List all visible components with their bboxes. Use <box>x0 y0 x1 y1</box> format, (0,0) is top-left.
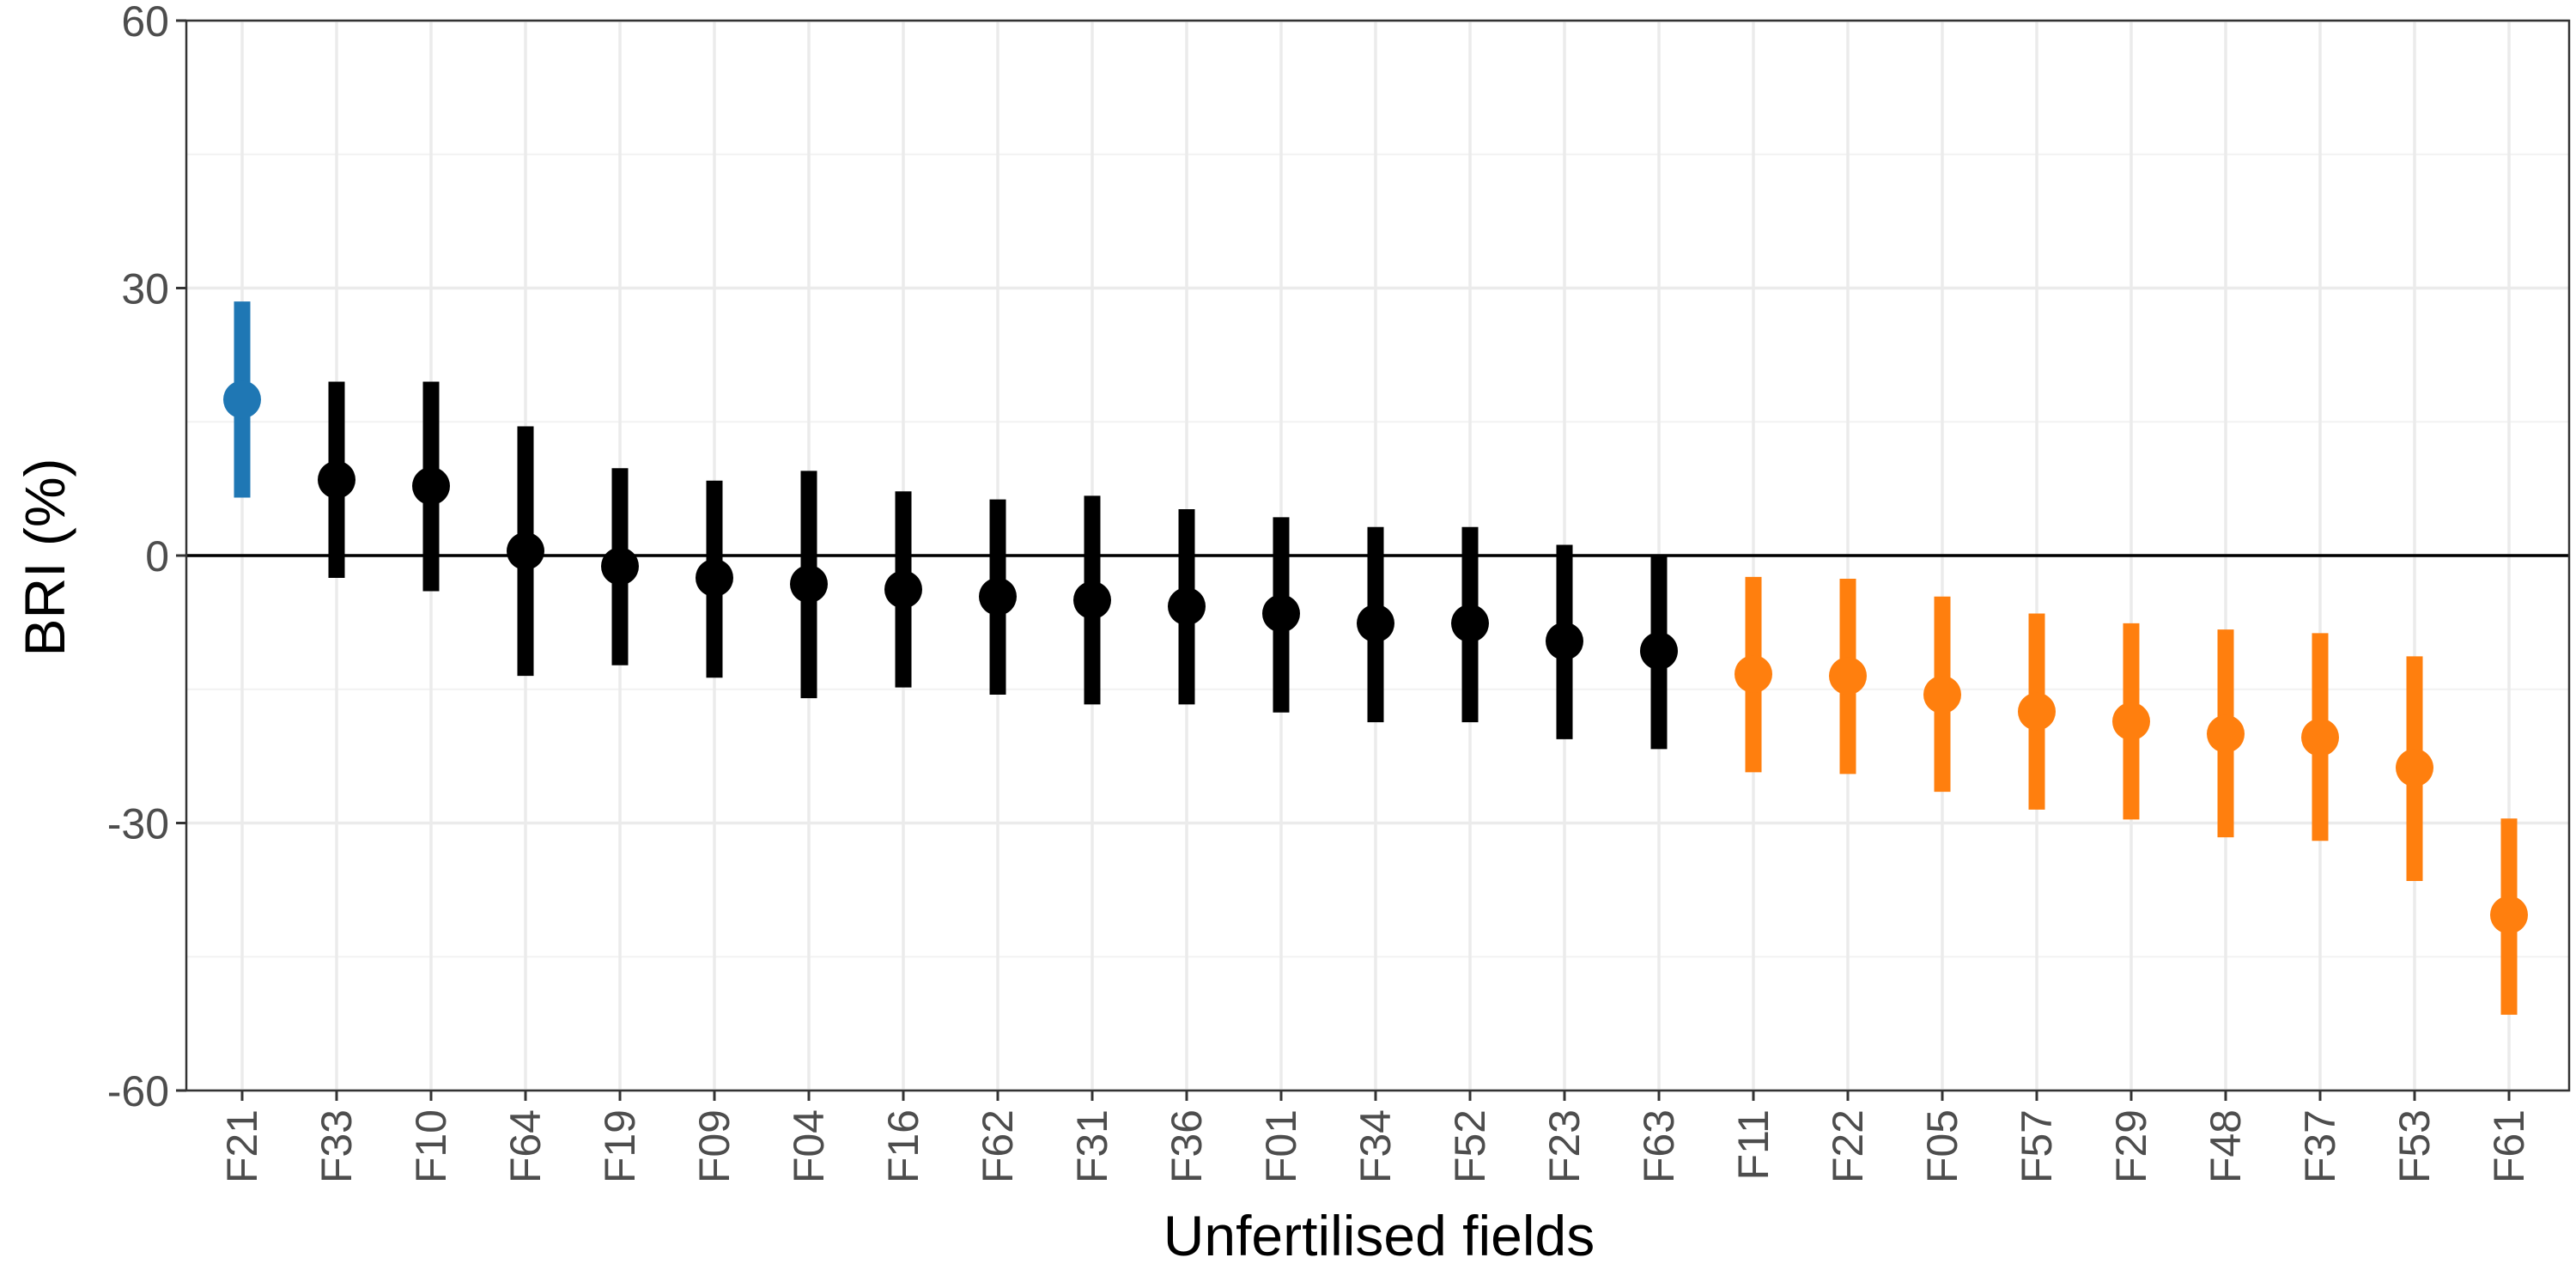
data-point <box>412 467 450 506</box>
plot-panel <box>185 19 2571 1092</box>
data-point-group-f29 <box>2112 623 2150 820</box>
data-point-group-f36 <box>1168 509 1206 705</box>
data-point <box>2207 714 2245 753</box>
x-tick-label: F16 <box>879 1109 927 1183</box>
x-axis: F21 F33 F10 F64 F19 F09 F04 F16 F62 F31 F36 F01 F34 F… <box>218 1091 2533 1183</box>
x-tick-label: F52 <box>1446 1109 1494 1183</box>
data-point-group-f52 <box>1451 526 1489 723</box>
data-point <box>1357 604 1394 642</box>
x-tick-label: F53 <box>2391 1109 2439 1183</box>
data-point-group-f23 <box>1546 544 1583 739</box>
data-point-group-f37 <box>2301 633 2339 841</box>
x-tick-label: F31 <box>1068 1109 1116 1183</box>
data-point-group-f33 <box>318 381 355 578</box>
data-point-group-f31 <box>1073 495 1111 705</box>
data-point <box>696 558 733 597</box>
data-point-group-f05 <box>1923 596 1961 793</box>
x-tick-label: F29 <box>2107 1109 2155 1183</box>
data-point-group-f01 <box>1262 517 1300 713</box>
data-point-group-f21 <box>223 301 261 498</box>
x-tick-label: F04 <box>785 1109 833 1183</box>
data-series <box>223 301 2528 1015</box>
data-point-group-f63 <box>1640 554 1678 750</box>
data-point <box>1829 657 1867 696</box>
x-tick-label: F36 <box>1163 1109 1211 1183</box>
data-point <box>1451 604 1489 642</box>
x-tick-label: F05 <box>1918 1109 1966 1183</box>
x-tick-label: F37 <box>2296 1109 2344 1183</box>
data-point <box>223 380 261 419</box>
data-point <box>1640 632 1678 671</box>
y-tick-label: -30 <box>107 800 169 848</box>
data-point <box>884 570 922 609</box>
data-point <box>2490 896 2528 934</box>
data-point <box>1073 580 1111 619</box>
data-point <box>2112 702 2150 741</box>
data-point-group-f57 <box>2018 613 2056 810</box>
x-tick-label: F22 <box>1824 1109 1872 1183</box>
data-point <box>318 460 355 499</box>
data-point <box>1735 655 1772 694</box>
x-tick-label: F11 <box>1729 1109 1777 1180</box>
data-point-group-f19 <box>601 468 639 665</box>
data-point-group-f48 <box>2207 629 2245 838</box>
x-tick-label: F19 <box>596 1109 644 1183</box>
data-point <box>1168 587 1206 626</box>
data-point <box>1262 594 1300 633</box>
y-tick-label: 60 <box>121 0 169 46</box>
data-point-group-f62 <box>979 499 1017 695</box>
data-point-group-f34 <box>1357 526 1394 723</box>
data-point-group-f53 <box>2396 656 2433 881</box>
data-point-group-f11 <box>1735 576 1772 773</box>
x-tick-label: F57 <box>2013 1109 2061 1183</box>
x-tick-label: F34 <box>1352 1109 1400 1183</box>
data-point-group-f61 <box>2490 818 2528 1015</box>
x-tick-label: F48 <box>2202 1109 2250 1183</box>
y-tick-label: 30 <box>121 265 169 313</box>
x-tick-label: F09 <box>690 1109 738 1183</box>
y-axis: 60 30 0 -30 -60 <box>107 0 186 1115</box>
data-point-group-f10 <box>412 381 450 592</box>
data-point <box>1546 622 1583 660</box>
x-tick-label: F01 <box>1257 1109 1305 1183</box>
x-tick-label: F62 <box>974 1109 1022 1183</box>
data-point <box>790 565 828 604</box>
x-tick-label: F63 <box>1635 1109 1683 1183</box>
data-point <box>2396 749 2433 787</box>
x-tick-label: F23 <box>1540 1109 1589 1183</box>
data-point <box>2018 692 2056 731</box>
y-axis-title: BRI (%) <box>13 459 76 657</box>
y-tick-label: 0 <box>145 532 169 580</box>
data-point <box>601 547 639 586</box>
data-point <box>507 532 544 570</box>
x-tick-label: F21 <box>218 1109 266 1183</box>
data-point-group-f16 <box>884 491 922 688</box>
x-tick-label: F10 <box>407 1109 455 1183</box>
x-tick-label: F64 <box>501 1109 550 1183</box>
x-tick-label: F33 <box>313 1109 361 1183</box>
data-point <box>979 577 1017 616</box>
data-point-group-f04 <box>790 471 828 699</box>
data-point-group-f22 <box>1829 578 1867 775</box>
x-axis-title: Unfertilised fields <box>1163 1204 1595 1267</box>
data-point <box>2301 718 2339 756</box>
data-point-group-f09 <box>696 480 733 678</box>
y-tick-label: -60 <box>107 1067 169 1115</box>
data-point-group-f64 <box>507 426 544 677</box>
data-point <box>1923 675 1961 714</box>
x-tick-label: F61 <box>2485 1109 2533 1183</box>
